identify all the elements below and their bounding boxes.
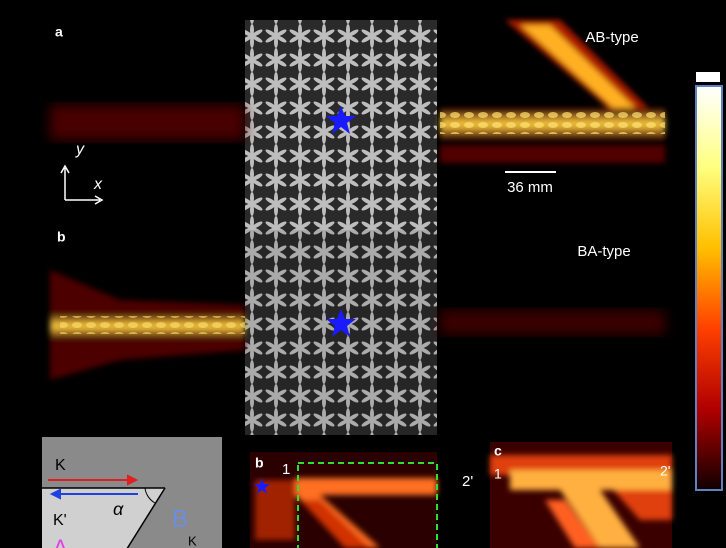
heat-fringe <box>60 316 245 334</box>
panel-label: b <box>255 455 264 471</box>
panel-label: c <box>494 443 502 459</box>
sample-photo <box>245 230 437 435</box>
inset-label: B <box>172 505 188 532</box>
point-label: 1 <box>494 466 502 482</box>
inset-label: K <box>188 533 197 548</box>
panel-label: b <box>57 229 66 245</box>
axis-label: y <box>75 141 85 158</box>
point-label: 2' <box>660 463 670 479</box>
inset-label: α <box>113 499 124 519</box>
point-label: 1 <box>282 461 290 478</box>
heat-map <box>440 310 665 335</box>
axis-label: x <box>93 176 103 193</box>
type-label: BA-type <box>577 243 630 260</box>
figure: a AB-type 36 mm y x b BA-type K K' α B A… <box>0 0 726 548</box>
inset-label: A <box>53 535 68 548</box>
inset-label: K' <box>53 512 67 529</box>
inset-label: K <box>55 457 66 474</box>
scale-label: 36 mm <box>507 179 553 196</box>
heat-fringe <box>440 112 665 134</box>
colorbar <box>696 86 722 490</box>
point-label: 2' <box>462 473 473 490</box>
panel-label: a <box>55 24 63 40</box>
colorbar-cap <box>696 72 720 82</box>
type-label: AB-type <box>585 29 638 46</box>
heat-map <box>50 105 245 140</box>
